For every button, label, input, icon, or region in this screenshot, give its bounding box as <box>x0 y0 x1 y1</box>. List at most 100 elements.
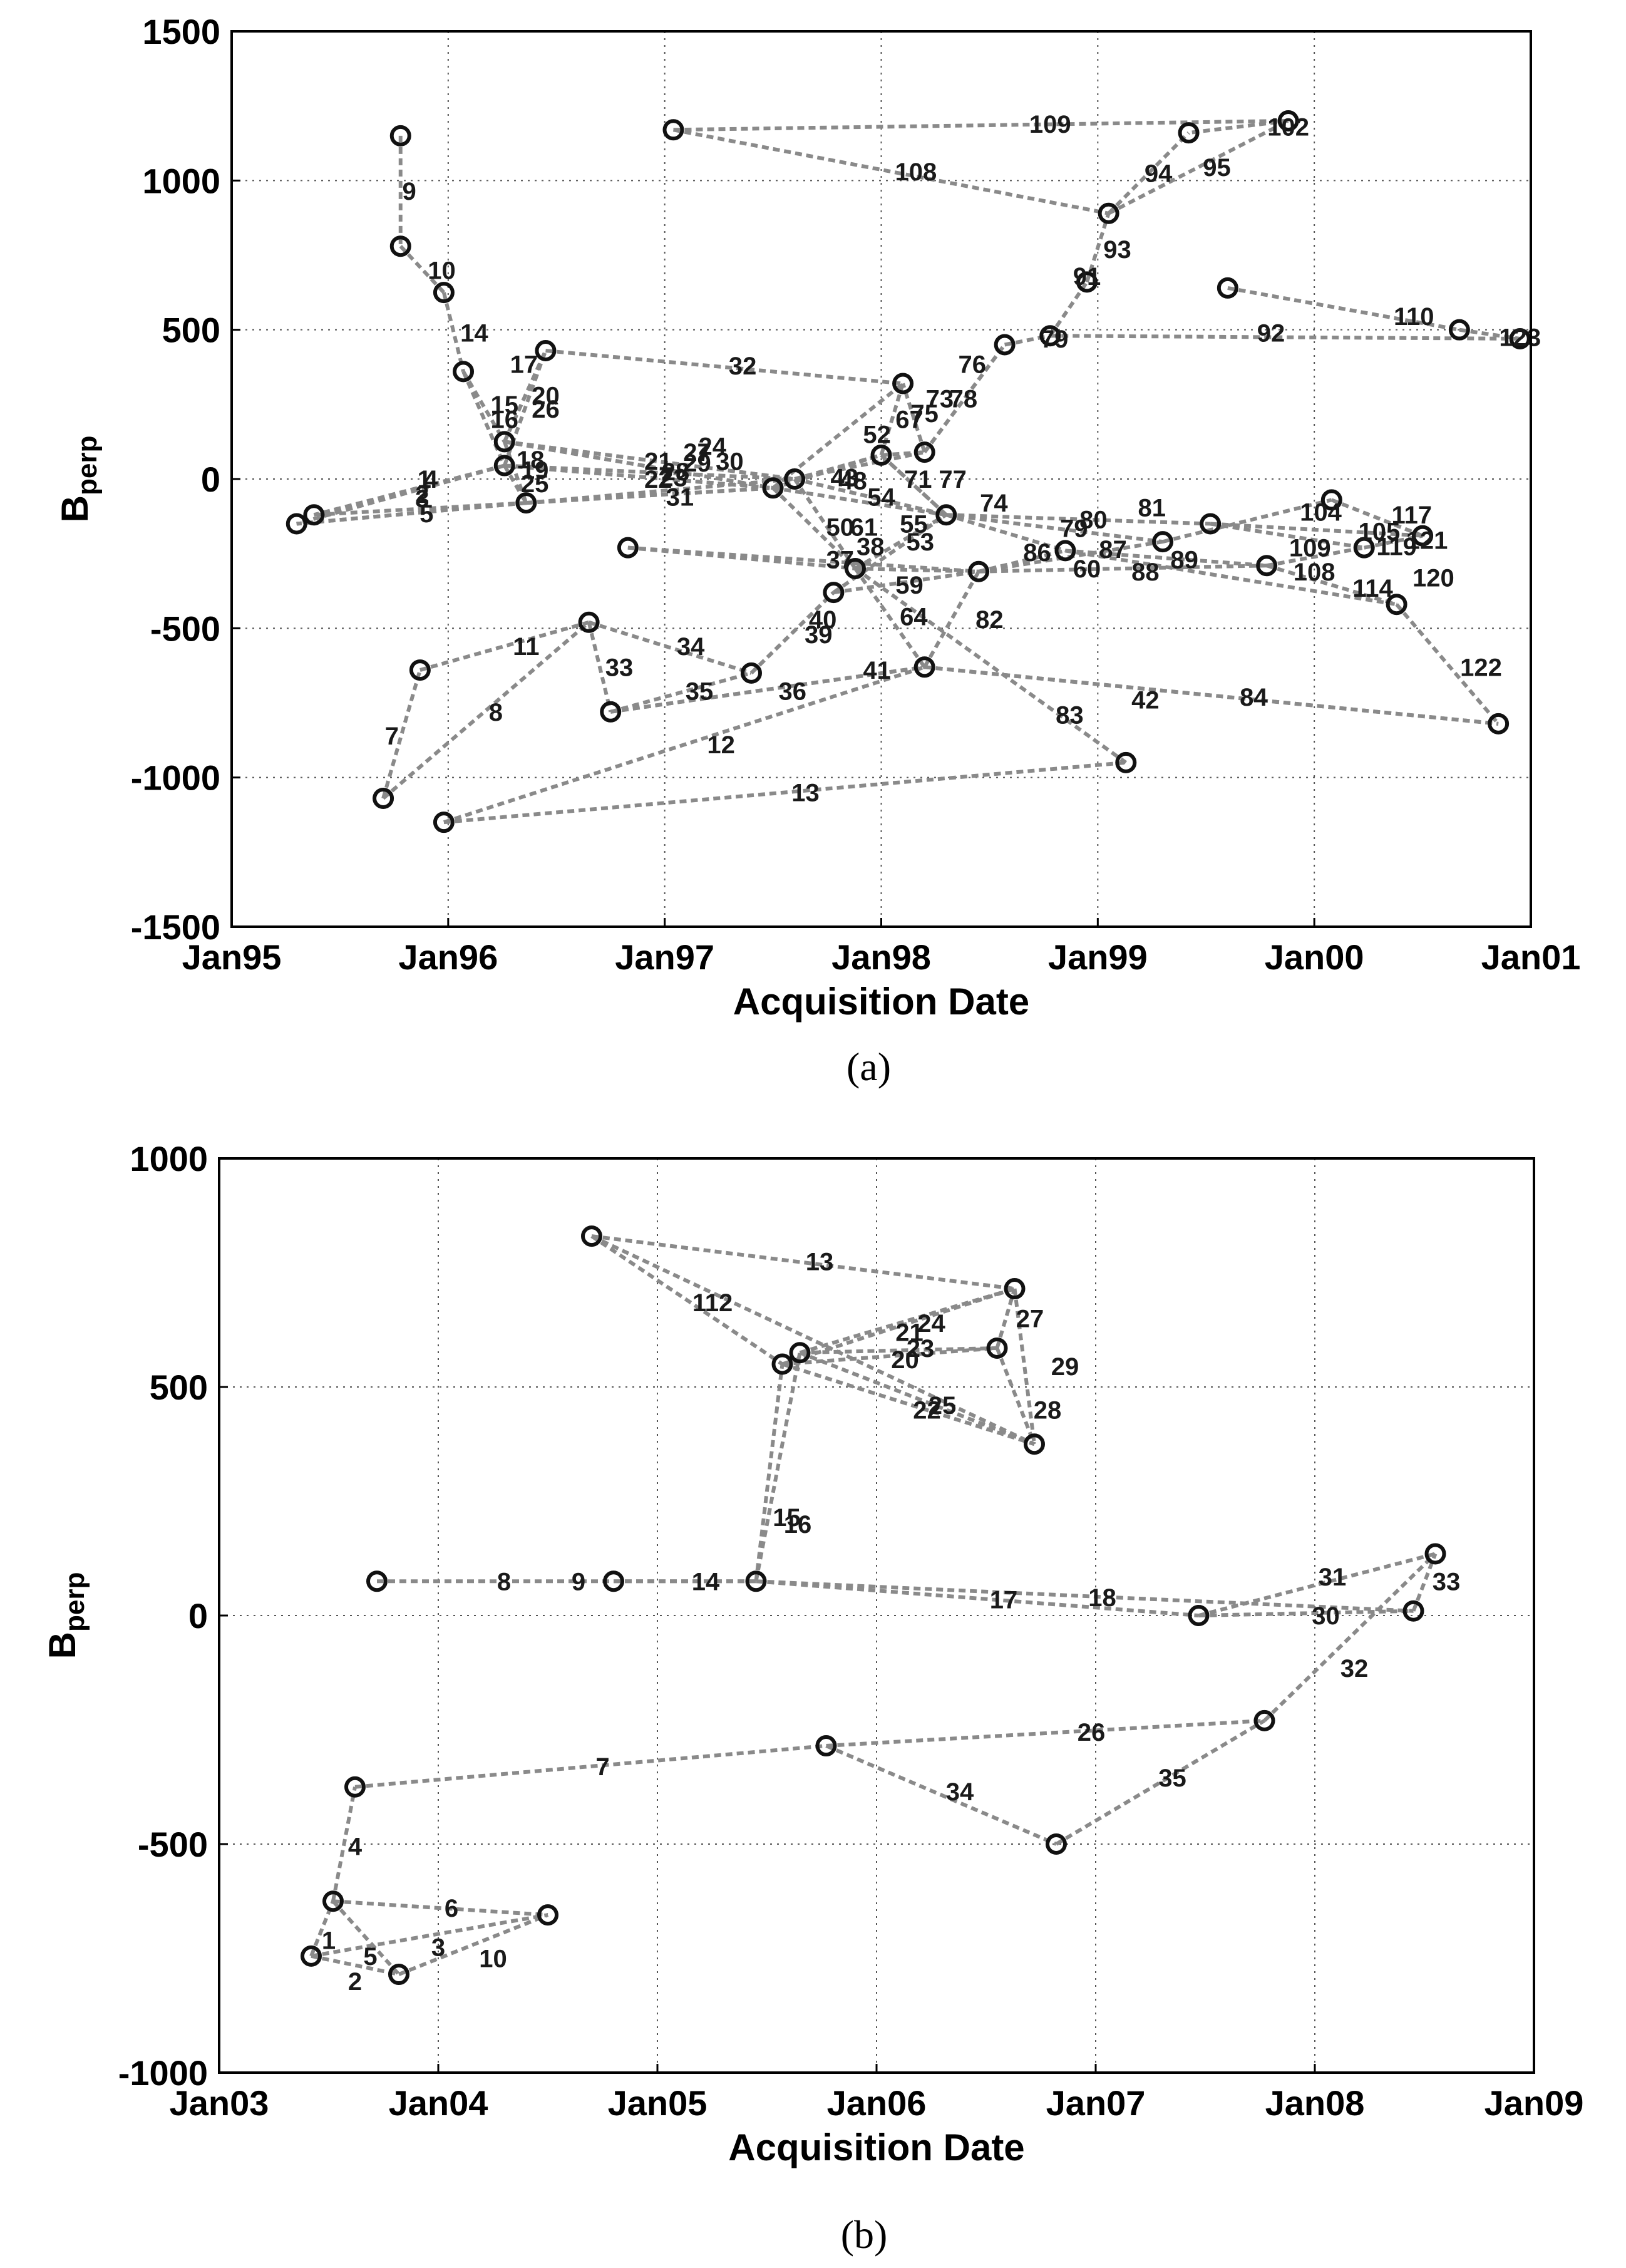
edge-label: 34 <box>946 1778 974 1806</box>
x-tick-label: Jan09 <box>1484 2083 1584 2123</box>
edge-label: 93 <box>1103 236 1131 264</box>
tick-labels: Jan95 Jan96 Jan97 Jan98 Jan99 Jan00 Jan01 -1500… <box>131 12 1581 977</box>
acquisition-point <box>578 611 600 633</box>
edge-12 <box>443 665 925 825</box>
acquisition-point <box>433 282 455 304</box>
edge-label: 4 <box>348 1833 363 1861</box>
edge-11 <box>590 1234 784 1366</box>
acquisition-point <box>409 659 431 681</box>
acquisition-point <box>1217 277 1238 299</box>
edge-13 <box>591 1234 1015 1291</box>
x-tick-label: Jan98 <box>831 937 931 977</box>
acquisition-point <box>771 1353 793 1375</box>
edge-label: 109 <box>1289 535 1331 562</box>
x-tick-label: Jan08 <box>1265 2083 1365 2123</box>
acquisition-point <box>493 431 515 453</box>
edge-label: 123 <box>1499 324 1541 352</box>
edge-label: 34 <box>677 633 705 661</box>
y-axis-label-main: B <box>41 1632 83 1659</box>
edge-label: 10 <box>428 257 456 284</box>
acquisition-point <box>913 441 935 463</box>
acquisition-point <box>1412 525 1434 547</box>
edge-29 <box>504 440 795 481</box>
plot-frame <box>218 1157 1535 2074</box>
acquisition-point <box>1320 489 1342 511</box>
acquisition-point <box>388 1964 409 1986</box>
edge-121 <box>1210 522 1423 538</box>
acquisition-point <box>1098 202 1119 224</box>
edge-24 <box>799 1287 1016 1355</box>
x-tick-label: Jan96 <box>398 937 498 977</box>
acquisition-point <box>892 373 914 394</box>
edge-label: 102 <box>1267 114 1309 142</box>
edge-34 <box>825 1744 1057 1846</box>
edge-label: 73 <box>926 385 954 413</box>
edge-31 <box>1198 1552 1436 1617</box>
edge-26 <box>826 1718 1265 1748</box>
edge-label: 42 <box>1131 687 1160 714</box>
edge-51 <box>773 486 947 517</box>
edge-label: 92 <box>1257 319 1285 347</box>
edge-17 <box>756 1579 1199 1617</box>
edge-2 <box>311 1954 399 1976</box>
y-tick-label: 500 <box>150 1368 208 1407</box>
edge-label: 76 <box>959 351 987 378</box>
edge-label: 1 <box>322 1927 336 1954</box>
tick-labels: Jan03 Jan04 Jan05 Jan06 Jan07 Jan08 Jan09 -1000… <box>118 1139 1584 2123</box>
edge-label: 26 <box>532 396 560 423</box>
edge-label: 28 <box>662 458 690 486</box>
x-tick-label: Jan07 <box>1046 2083 1146 2123</box>
caption: (b) <box>841 2212 888 2257</box>
acquisition-point <box>322 1890 344 1912</box>
edge-92 <box>1050 334 1520 341</box>
y-axis-label-sub: perp <box>72 436 103 495</box>
y-tick-label: -1000 <box>131 758 220 798</box>
edge-label: 78 <box>950 385 978 413</box>
edge-label: 88 <box>1131 559 1160 586</box>
edge-label: 67 <box>895 406 924 434</box>
edge-109 <box>673 119 1289 132</box>
edge-122 <box>1395 603 1500 725</box>
edge-114 <box>1266 564 1397 607</box>
x-tick-label: Jan00 <box>1265 937 1364 977</box>
edge-label: 11 <box>513 633 539 661</box>
acquisition-point <box>1004 1278 1026 1300</box>
acquisition-point <box>537 1904 558 1926</box>
edge-label: 71 <box>904 466 932 493</box>
edge-label: 39 <box>805 621 833 649</box>
edge-label: 20 <box>891 1346 919 1374</box>
acquisition-point <box>389 235 411 257</box>
edge-label: 110 <box>1394 303 1434 331</box>
edge-23 <box>800 1346 997 1355</box>
edge-label: 17 <box>510 351 538 378</box>
edge-label: 8 <box>497 1568 511 1595</box>
edge-84 <box>924 665 1499 726</box>
edge-16 <box>461 371 507 466</box>
edge-117 <box>1330 498 1424 538</box>
edge-label: 17 <box>990 1586 1018 1614</box>
edge-29 <box>1012 1288 1036 1445</box>
acquisition-point <box>1076 271 1098 293</box>
edge-label: 119 <box>1376 533 1417 560</box>
edge-5 <box>331 1900 401 1976</box>
edge-label: 109 <box>1029 111 1071 138</box>
y-tick-label: 500 <box>162 311 220 350</box>
edge-label: 5 <box>419 500 433 528</box>
acquisition-point <box>1424 1543 1446 1565</box>
edge-label: 1 <box>418 466 431 493</box>
acquisition-point <box>1509 327 1531 349</box>
acquisition-point <box>741 662 762 684</box>
acquisition-point <box>493 455 515 477</box>
edge-43 <box>771 487 857 570</box>
edge-41 <box>610 665 925 714</box>
x-axis-label: Acquisition Date <box>728 2126 1024 2168</box>
edge-label: 53 <box>907 528 935 556</box>
edge-1 <box>313 463 505 517</box>
edge-88 <box>979 564 1267 574</box>
edge-label: 11 <box>692 1289 719 1317</box>
edge-label: 22 <box>913 1397 941 1425</box>
acquisition-point <box>1448 319 1470 341</box>
edge-label: 10 <box>479 1946 507 1973</box>
edge-label: 12 <box>705 1289 733 1317</box>
